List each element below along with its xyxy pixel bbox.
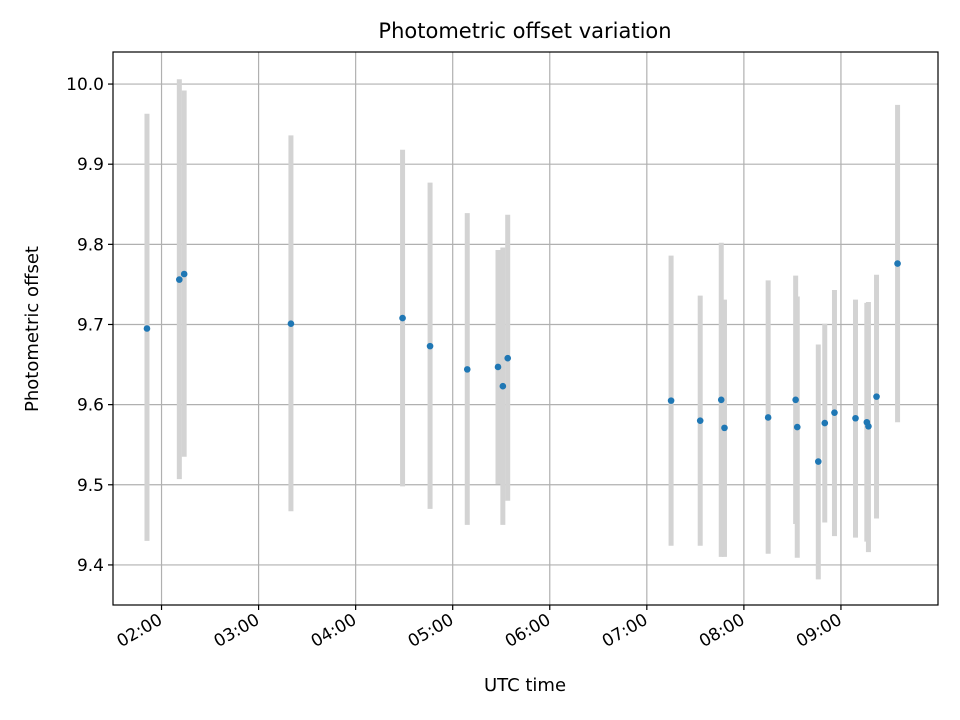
data-point — [793, 423, 801, 431]
data-point — [499, 382, 507, 390]
y-tick-label: 9.6 — [77, 396, 104, 416]
data-point — [814, 458, 822, 465]
y-axis: 9.4 9.5 9.6 9.7 9.8 9.9 10.0 — [66, 75, 113, 576]
data-point — [831, 409, 838, 416]
grid — [113, 52, 938, 605]
y-tick-label: 9.5 — [77, 476, 104, 496]
data-point — [667, 397, 675, 404]
y-tick-label: 9.9 — [77, 155, 104, 175]
data-points — [143, 260, 901, 465]
x-axis-title: UTC time — [484, 675, 566, 696]
data-point — [821, 419, 829, 427]
data-point — [399, 314, 406, 322]
data-point — [721, 424, 728, 432]
data-point — [764, 414, 772, 421]
data-point — [865, 422, 872, 430]
data-point — [852, 414, 859, 422]
data-point — [696, 417, 704, 424]
data-point — [894, 260, 901, 267]
y-tick-label: 9.4 — [77, 556, 104, 576]
data-point — [873, 393, 880, 400]
y-axis-title: Photometric offset — [22, 246, 43, 412]
chart-title: Photometric offset variation — [378, 19, 671, 43]
data-point — [176, 276, 183, 283]
data-point — [463, 366, 471, 373]
data-point — [717, 396, 725, 404]
y-tick-label: 10.0 — [66, 75, 104, 95]
data-point — [494, 363, 502, 371]
y-tick-label: 9.7 — [77, 315, 104, 335]
y-tick-label: 9.8 — [77, 235, 104, 255]
data-point — [426, 342, 434, 350]
data-point — [180, 270, 188, 278]
data-point — [504, 354, 512, 362]
data-point — [792, 396, 799, 404]
plot-frame — [112, 51, 939, 606]
data-point — [287, 320, 295, 327]
data-point — [143, 325, 151, 332]
